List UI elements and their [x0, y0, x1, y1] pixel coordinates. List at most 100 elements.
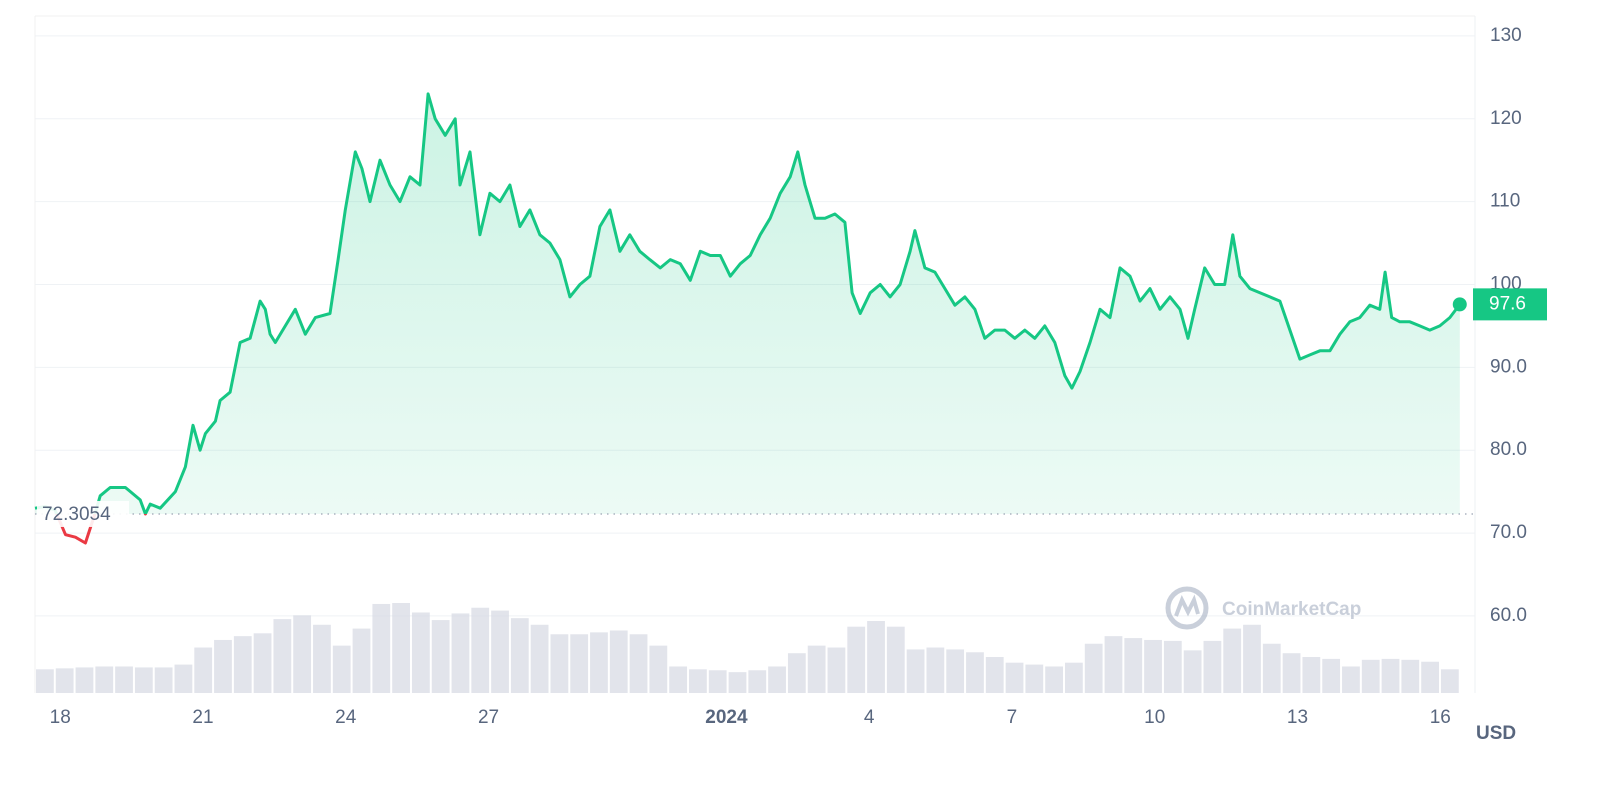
volume-bar [75, 667, 94, 693]
volume-bar [1045, 666, 1064, 693]
volume-bar [946, 649, 965, 693]
price-area [35, 93, 1460, 514]
volume-bar [728, 672, 747, 693]
watermark: CoinMarketCap [1165, 586, 1361, 630]
volume-bar [649, 645, 668, 693]
volume-bar [1203, 640, 1222, 693]
volume-bar [214, 639, 232, 693]
volume-bar [194, 647, 213, 693]
volume-bar [372, 603, 391, 693]
volume-bar [1440, 669, 1459, 693]
volume-bar [1124, 638, 1143, 693]
volume-bar [1421, 661, 1439, 693]
volume-bar [471, 607, 490, 693]
volume-bar [293, 615, 312, 693]
volume-bar [787, 653, 806, 693]
volume-bar [36, 669, 54, 693]
volume-bar [966, 652, 984, 693]
last-point [1452, 297, 1467, 312]
volume-bar [1401, 659, 1420, 693]
y-tick-label: 110 [1490, 191, 1520, 212]
volume-bar [629, 634, 648, 693]
volume-bar [1005, 662, 1024, 693]
volume-bar [827, 647, 846, 693]
volume-bar [154, 667, 173, 693]
x-tick-label: 16 [1430, 707, 1451, 728]
reference-label: 72.3054 [42, 504, 111, 525]
volume-bar [491, 610, 509, 693]
volume-bar [1322, 658, 1341, 693]
volume-bar [1084, 643, 1103, 693]
volume-bar [134, 667, 153, 693]
volume-bar [926, 647, 945, 693]
volume-bar [313, 624, 331, 693]
volume-bar [985, 657, 1004, 693]
volume-bar [392, 603, 410, 693]
x-tick-label: 27 [478, 707, 499, 728]
watermark-text: CoinMarketCap [1222, 599, 1361, 620]
volume-bar [95, 666, 114, 693]
volume-bar [530, 624, 549, 693]
price-tag [1473, 288, 1547, 321]
volume-bar [451, 613, 470, 693]
x-tick-label: 24 [335, 707, 357, 728]
volume-bar [590, 632, 608, 693]
volume-bar [115, 666, 133, 693]
volume-bar [886, 626, 905, 693]
reference-tag [37, 500, 129, 527]
volume-bar [1381, 658, 1400, 693]
volume-bar [273, 619, 292, 693]
volume-bar [1065, 662, 1083, 693]
x-tick-label: 18 [50, 707, 71, 728]
volume-bar [510, 618, 529, 693]
volume-bar [352, 628, 371, 693]
volume-bar [1183, 650, 1202, 693]
x-tick-label: 13 [1287, 707, 1308, 728]
volume-bar [669, 666, 688, 693]
y-tick-label: 80.0 [1490, 439, 1527, 460]
volume-bar [867, 621, 885, 693]
volume-bar [1302, 657, 1321, 693]
volume-bar [847, 626, 866, 693]
volume-bar [1144, 639, 1162, 693]
volume-bar [332, 645, 351, 693]
x-tick-label: 2024 [705, 707, 748, 728]
volume-bar [174, 664, 193, 693]
price-line [34, 92, 1461, 545]
x-tick-label: 21 [192, 707, 213, 728]
volume-bar [1163, 640, 1182, 693]
watermark-logo-mark [1174, 594, 1200, 617]
y-tick-label: 120 [1490, 108, 1522, 129]
y-tick-label: 90.0 [1490, 356, 1527, 377]
x-tick-label: 10 [1144, 707, 1165, 728]
volume-bar [708, 670, 727, 693]
volume-bar [689, 669, 707, 693]
volume-bar [1282, 653, 1301, 693]
x-tick-label: 4 [864, 707, 875, 728]
volume-bar [570, 634, 589, 693]
volume-bar [1361, 659, 1380, 693]
volume-bar [1243, 624, 1261, 693]
volume-bar [748, 670, 767, 693]
volume-bar [550, 634, 569, 693]
volume-bar [768, 666, 786, 693]
volume-bar [233, 636, 252, 693]
y-unit: USD [1476, 723, 1516, 744]
volume-bar [1342, 666, 1360, 693]
volume-bar [55, 668, 74, 693]
volume-bar [1223, 628, 1242, 693]
volume-bar [1262, 643, 1281, 693]
volume-bar [431, 620, 450, 693]
volume-bar [906, 649, 925, 693]
x-tick-label: 7 [1007, 707, 1018, 728]
y-tick-label: 130 [1490, 25, 1522, 46]
y-tick-label: 60.0 [1490, 605, 1527, 626]
volume-bar [807, 645, 826, 693]
volume-bar [253, 633, 272, 693]
volume-bar [1025, 664, 1044, 693]
volume-bar [609, 630, 628, 693]
y-tick-label: 70.0 [1490, 522, 1527, 543]
watermark-logo [1165, 586, 1209, 630]
volume-bar [411, 612, 430, 693]
